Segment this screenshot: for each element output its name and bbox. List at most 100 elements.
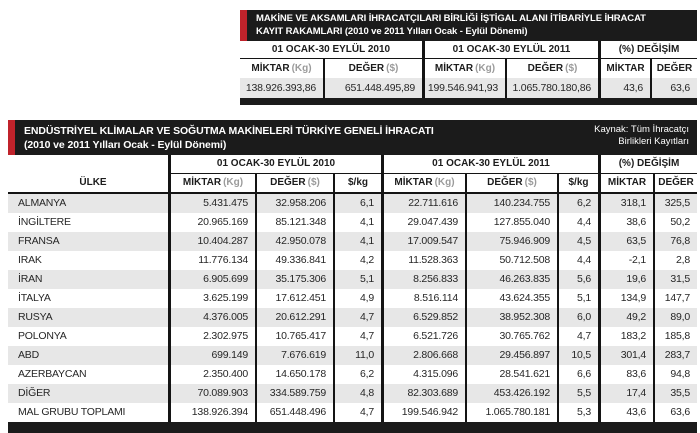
per-kg-2010-cell: 4,8 bbox=[333, 384, 381, 403]
change-header: (%) DEĞİŞİM bbox=[598, 41, 697, 59]
source-line-2: Birlikleri Kayıtları bbox=[618, 136, 689, 147]
column-header-row: ÜLKE MİKTAR (Kg) DEĞER ($) $/kg MİKTAR (Kg)… bbox=[8, 174, 697, 194]
miktar-2011-cell: 82.303.689 bbox=[381, 384, 465, 403]
total-deger-2010: 651.448.495,89 bbox=[323, 78, 422, 98]
per-kg-2010-header: $/kg bbox=[333, 174, 381, 192]
red-accent-bar bbox=[8, 120, 15, 155]
per-kg-2011-cell: 4,4 bbox=[557, 213, 598, 232]
per-kg-2011-cell: 5,5 bbox=[557, 384, 598, 403]
period-header-row: 01 OCAK-30 EYLÜL 2010 01 OCAK-30 EYLÜL 2… bbox=[8, 155, 697, 174]
red-accent-bar bbox=[240, 10, 247, 41]
miktar-label: MİKTAR bbox=[434, 63, 474, 74]
period-2011-header: 01 OCAK-30 EYLÜL 2011 bbox=[422, 41, 598, 59]
table-row: DİĞER 70.089.903 334.589.759 4,8 82.303.… bbox=[8, 384, 697, 403]
per-kg-2011-header: $/kg bbox=[557, 174, 598, 192]
deger-2011-cell: 28.541.621 bbox=[465, 365, 557, 384]
climate-export-title-bar: ENDÜSTRİYEL KLİMALAR VE SOĞUTMA MAKİNELE… bbox=[8, 120, 697, 155]
table-row: İRAN 6.905.699 35.175.306 5,1 8.256.833 … bbox=[8, 270, 697, 289]
deger-2010-cell: 7.676.619 bbox=[255, 346, 333, 365]
table-row: RUSYA 4.376.005 20.612.291 4,7 6.529.852… bbox=[8, 308, 697, 327]
miktar-change-cell: 63,5 bbox=[598, 232, 653, 251]
deger-2011-cell: 30.765.762 bbox=[465, 327, 557, 346]
miktar-change-header: MİKTAR bbox=[598, 174, 653, 192]
usd-unit-label: ($) bbox=[386, 63, 399, 74]
machines-summary-table: MAKİNE VE AKSAMLARI İHRACATÇILARI BİRLİĞ… bbox=[240, 10, 697, 105]
table-row: AZERBAYCAN 2.350.400 14.650.178 6,2 4.31… bbox=[8, 365, 697, 384]
deger-2011-cell: 127.855.040 bbox=[465, 213, 557, 232]
miktar-2011-cell: 8.256.833 bbox=[381, 270, 465, 289]
miktar-2010-cell: 70.089.903 bbox=[168, 384, 255, 403]
total-deger-change: 63,6 bbox=[650, 78, 697, 98]
per-kg-2010-cell: 4,1 bbox=[333, 213, 381, 232]
table-footer-bar bbox=[240, 98, 697, 105]
per-kg-2010-cell: 4,7 bbox=[333, 308, 381, 327]
per-kg-2010-cell: 11,0 bbox=[333, 346, 381, 365]
deger-2010-cell: 49.336.841 bbox=[255, 251, 333, 270]
miktar-2010-cell: 6.905.699 bbox=[168, 270, 255, 289]
miktar-2010-cell: 20.965.169 bbox=[168, 213, 255, 232]
deger-2011-cell: 43.624.355 bbox=[465, 289, 557, 308]
country-cell: AZERBAYCAN bbox=[18, 368, 87, 380]
total-deger-2011: 1.065.780.180,86 bbox=[505, 78, 598, 98]
machines-summary-title-bar: MAKİNE VE AKSAMLARI İHRACATÇILARI BİRLİĞ… bbox=[240, 10, 697, 41]
miktar-2011-cell: 6.521.726 bbox=[381, 327, 465, 346]
deger-change-cell: 89,0 bbox=[653, 308, 697, 327]
per-kg-2010-cell: 5,1 bbox=[333, 270, 381, 289]
per-kg-2011-cell: 5,1 bbox=[557, 289, 598, 308]
machines-summary-title: MAKİNE VE AKSAMLARI İHRACATÇILARI BİRLİĞ… bbox=[247, 10, 697, 41]
country-cell: IRAK bbox=[18, 254, 42, 266]
miktar-change-cell: 49,2 bbox=[598, 308, 653, 327]
kg-unit-label: (Kg) bbox=[291, 63, 312, 74]
deger-label: DEĞER bbox=[487, 177, 523, 188]
table-row: İTALYA 3.625.199 17.612.451 4,9 8.516.11… bbox=[8, 289, 697, 308]
table-row: MAL GRUBU TOPLAMI 138.926.394 651.448.49… bbox=[8, 403, 697, 422]
country-cell: İNGİLTERE bbox=[18, 216, 71, 228]
period-2010-header: 01 OCAK-30 EYLÜL 2010 bbox=[168, 155, 381, 174]
miktar-change-cell: 134,9 bbox=[598, 289, 653, 308]
miktar-2011-cell: 4.315.096 bbox=[381, 365, 465, 384]
deger-2011-cell: 38.952.308 bbox=[465, 308, 557, 327]
miktar-2011-cell: 199.546.942 bbox=[381, 403, 465, 422]
deger-2010-cell: 35.175.306 bbox=[255, 270, 333, 289]
per-kg-2010-cell: 6,2 bbox=[333, 365, 381, 384]
miktar-change-cell: 43,6 bbox=[598, 403, 653, 422]
country-rows: ALMANYA 5.431.475 32.958.206 6,1 22.711.… bbox=[8, 194, 697, 422]
country-cell: DİĞER bbox=[18, 387, 51, 399]
climate-export-table: ENDÜSTRİYEL KLİMALAR VE SOĞUTMA MAKİNELE… bbox=[8, 120, 697, 433]
miktar-2010-cell: 5.431.475 bbox=[168, 194, 255, 213]
miktar-2011-cell: 17.009.547 bbox=[381, 232, 465, 251]
deger-2010-header: DEĞER ($) bbox=[323, 59, 422, 78]
country-cell: ABD bbox=[18, 349, 39, 361]
deger-2010-cell: 42.950.078 bbox=[255, 232, 333, 251]
miktar-2011-cell: 11.528.363 bbox=[381, 251, 465, 270]
country-cell: POLONYA bbox=[18, 330, 67, 342]
totals-row: 138.926.393,86 651.448.495,89 199.546.94… bbox=[240, 78, 697, 98]
country-cell: MAL GRUBU TOPLAMI bbox=[18, 406, 126, 418]
per-kg-2011-cell: 5,3 bbox=[557, 403, 598, 422]
miktar-2011-cell: 6.529.852 bbox=[381, 308, 465, 327]
deger-2010-header: DEĞER ($) bbox=[255, 174, 333, 192]
per-kg-2011-cell: 6,2 bbox=[557, 194, 598, 213]
miktar-change-cell: 318,1 bbox=[598, 194, 653, 213]
country-header: ÜLKE bbox=[79, 177, 107, 188]
usd-unit-label: ($) bbox=[524, 177, 537, 188]
per-kg-2010-cell: 6,1 bbox=[333, 194, 381, 213]
table-footer-bar bbox=[8, 422, 697, 433]
total-miktar-2010: 138.926.393,86 bbox=[245, 82, 316, 94]
miktar-label: MİKTAR bbox=[251, 63, 290, 74]
miktar-2010-cell: 11.776.134 bbox=[168, 251, 255, 270]
table-row: ABD 699.149 7.676.619 11,0 2.806.668 29.… bbox=[8, 346, 697, 365]
deger-change-cell: 31,5 bbox=[653, 270, 697, 289]
deger-change-cell: 35,5 bbox=[653, 384, 697, 403]
per-kg-2010-cell: 4,7 bbox=[333, 327, 381, 346]
deger-2011-header: DEĞER ($) bbox=[465, 174, 557, 192]
deger-label: DEĞER bbox=[348, 63, 385, 74]
deger-change-cell: 94,8 bbox=[653, 365, 697, 384]
miktar-2010-cell: 138.926.394 bbox=[168, 403, 255, 422]
deger-label: DEĞER bbox=[527, 63, 564, 74]
per-kg-2010-cell: 4,2 bbox=[333, 251, 381, 270]
miktar-2011-cell: 29.047.439 bbox=[381, 213, 465, 232]
source-note: Kaynak: Tüm İhracatçı Birlikleri Kayıtla… bbox=[594, 120, 697, 155]
deger-2010-cell: 651.448.496 bbox=[255, 403, 333, 422]
per-kg-2010-cell: 4,9 bbox=[333, 289, 381, 308]
